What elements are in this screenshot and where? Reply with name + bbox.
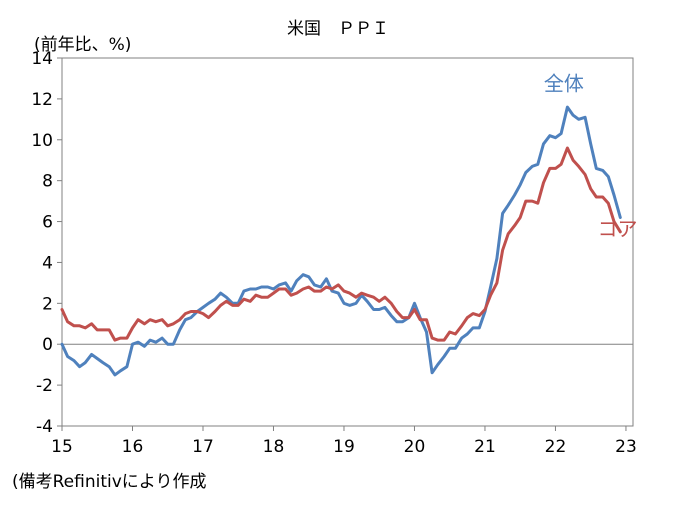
- y-tick-label: 6: [42, 213, 53, 233]
- y-tick-label: 4: [42, 253, 53, 273]
- y-tick-label: 10: [31, 131, 53, 151]
- y-tick-label: 14: [31, 49, 53, 69]
- x-tick-label: 23: [615, 437, 637, 457]
- x-tick-label: 20: [404, 437, 426, 457]
- x-tick-label: 19: [333, 437, 355, 457]
- y-tick-label: 0: [42, 335, 53, 355]
- x-tick-label: 18: [263, 437, 285, 457]
- y-tick-label: 2: [42, 294, 53, 314]
- series-line-1: [60, 146, 622, 342]
- x-tick-label: 16: [122, 437, 144, 457]
- y-tick-label: -4: [36, 417, 53, 437]
- series-group: [60, 105, 622, 377]
- x-tick-label: 17: [192, 437, 214, 457]
- y-tick-label: -2: [36, 376, 53, 396]
- x-tick-label: 22: [545, 437, 567, 457]
- source-note: (備考Refinitivにより作成: [12, 472, 206, 492]
- x-tick-label: 15: [51, 437, 73, 457]
- y-tick-label: 8: [42, 172, 53, 192]
- x-tick-label: 21: [474, 437, 496, 457]
- series-line-0: [60, 105, 622, 377]
- chart-title: 米国 ＰＰＩ: [287, 19, 389, 39]
- y-tick-label: 12: [31, 90, 53, 110]
- series-label-0: 全体: [544, 72, 584, 96]
- axis-ticks-group: -4 -2 0 2 4 6 8 10 12 14 15 16 17 18 19 20 21 22 23: [31, 49, 636, 457]
- plot-area-frame: [61, 57, 634, 427]
- y-axis-unit-label: (前年比、%): [34, 35, 131, 55]
- series-label-1: コア: [597, 217, 637, 241]
